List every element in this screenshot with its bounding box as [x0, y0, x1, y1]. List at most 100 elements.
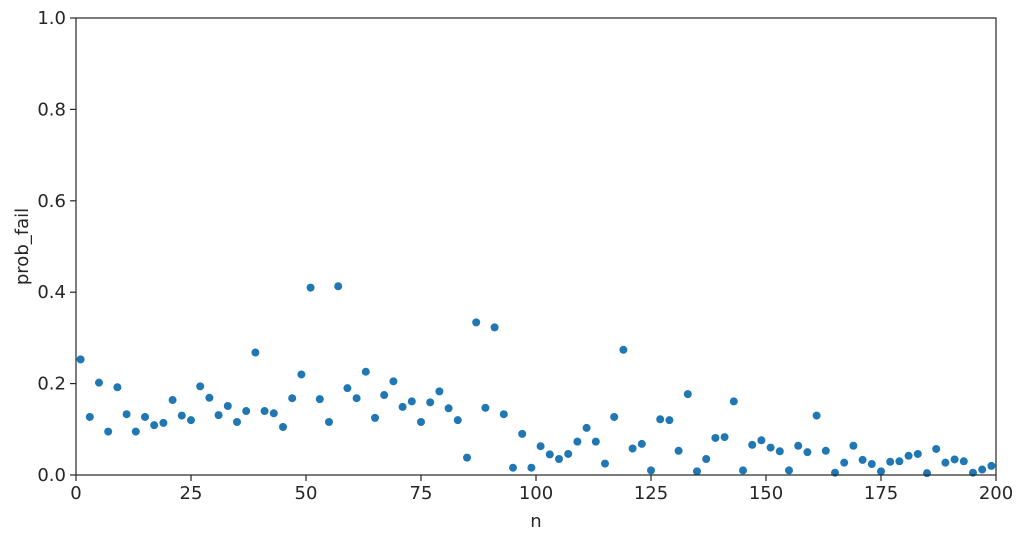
data-point	[877, 467, 885, 476]
data-point	[683, 390, 692, 399]
x-tick-label: 0	[70, 483, 81, 504]
data-point	[85, 412, 94, 421]
data-point	[371, 413, 379, 422]
data-point	[233, 417, 241, 426]
data-point	[325, 417, 333, 426]
data-point	[334, 282, 343, 291]
data-point	[656, 415, 665, 424]
y-tick-label: 0.8	[37, 99, 66, 120]
data-point	[187, 416, 195, 425]
data-point	[923, 469, 931, 478]
data-point	[895, 457, 904, 466]
data-point	[628, 444, 637, 453]
data-point	[536, 442, 545, 451]
data-point	[775, 447, 784, 456]
data-point	[380, 391, 389, 400]
data-point	[95, 378, 103, 387]
data-point	[150, 421, 159, 430]
data-point	[76, 355, 85, 364]
data-point	[711, 433, 720, 442]
data-point	[932, 444, 941, 453]
data-point	[803, 448, 812, 457]
data-point	[177, 411, 186, 420]
data-point	[720, 433, 729, 442]
data-point	[435, 387, 444, 396]
data-point	[739, 466, 747, 475]
data-point	[647, 466, 655, 475]
data-point	[141, 412, 149, 421]
data-point	[122, 410, 131, 419]
x-tick-label: 25	[180, 483, 203, 504]
data-points	[76, 282, 996, 478]
data-point	[481, 403, 490, 412]
data-point	[306, 283, 315, 292]
data-point	[729, 397, 738, 406]
data-point	[315, 395, 324, 404]
data-point	[545, 450, 554, 459]
data-point	[159, 418, 168, 427]
data-point	[279, 423, 287, 432]
data-point	[223, 401, 232, 410]
y-tick-label: 0.2	[37, 374, 66, 395]
data-point	[104, 427, 113, 436]
data-point	[518, 429, 527, 438]
y-axis-label: prob_fail	[12, 208, 33, 285]
data-point	[343, 384, 352, 393]
x-tick-label: 75	[410, 483, 433, 504]
data-point	[582, 423, 591, 432]
data-point	[288, 394, 297, 403]
data-point	[555, 455, 563, 464]
data-point	[527, 463, 536, 472]
data-point	[693, 467, 701, 476]
data-point	[131, 427, 140, 436]
x-tick-label: 150	[749, 483, 783, 504]
data-point	[674, 446, 683, 455]
data-point	[564, 449, 573, 458]
data-point	[665, 416, 674, 425]
y-tick-label: 1.0	[37, 8, 66, 29]
data-point	[812, 411, 821, 420]
data-point	[785, 466, 793, 475]
data-point	[849, 441, 858, 450]
data-point	[269, 409, 278, 418]
plot-frame	[75, 17, 997, 476]
x-tick-label: 100	[519, 483, 553, 504]
data-point	[904, 451, 913, 460]
data-point	[913, 449, 922, 458]
data-point	[987, 461, 996, 470]
y-tick-label: 0.6	[37, 191, 66, 212]
data-point	[886, 457, 895, 466]
data-point	[499, 410, 508, 419]
data-point	[352, 394, 361, 403]
data-point	[426, 398, 435, 407]
data-point	[398, 402, 407, 411]
data-point	[702, 455, 711, 464]
data-point	[591, 437, 600, 446]
data-point	[196, 382, 205, 391]
data-point	[463, 453, 471, 462]
data-point	[242, 407, 251, 416]
x-tick-label: 200	[979, 483, 1013, 504]
data-point	[251, 348, 260, 357]
data-point	[509, 463, 517, 472]
data-point	[867, 460, 876, 469]
x-tick-label: 50	[295, 483, 318, 504]
data-point	[821, 446, 830, 455]
x-axis-label: n	[530, 511, 541, 532]
data-point	[748, 440, 757, 449]
data-point	[453, 416, 462, 425]
data-point	[407, 397, 416, 406]
data-point	[113, 383, 122, 392]
data-point	[389, 377, 398, 386]
data-point	[417, 417, 425, 426]
data-point	[794, 441, 803, 450]
data-point	[260, 407, 269, 416]
data-point	[757, 436, 766, 445]
data-point	[619, 345, 628, 354]
data-point	[444, 404, 453, 413]
data-point	[941, 458, 950, 467]
data-point	[840, 458, 849, 467]
data-point	[950, 455, 959, 464]
y-tick-label: 0.4	[37, 282, 66, 303]
